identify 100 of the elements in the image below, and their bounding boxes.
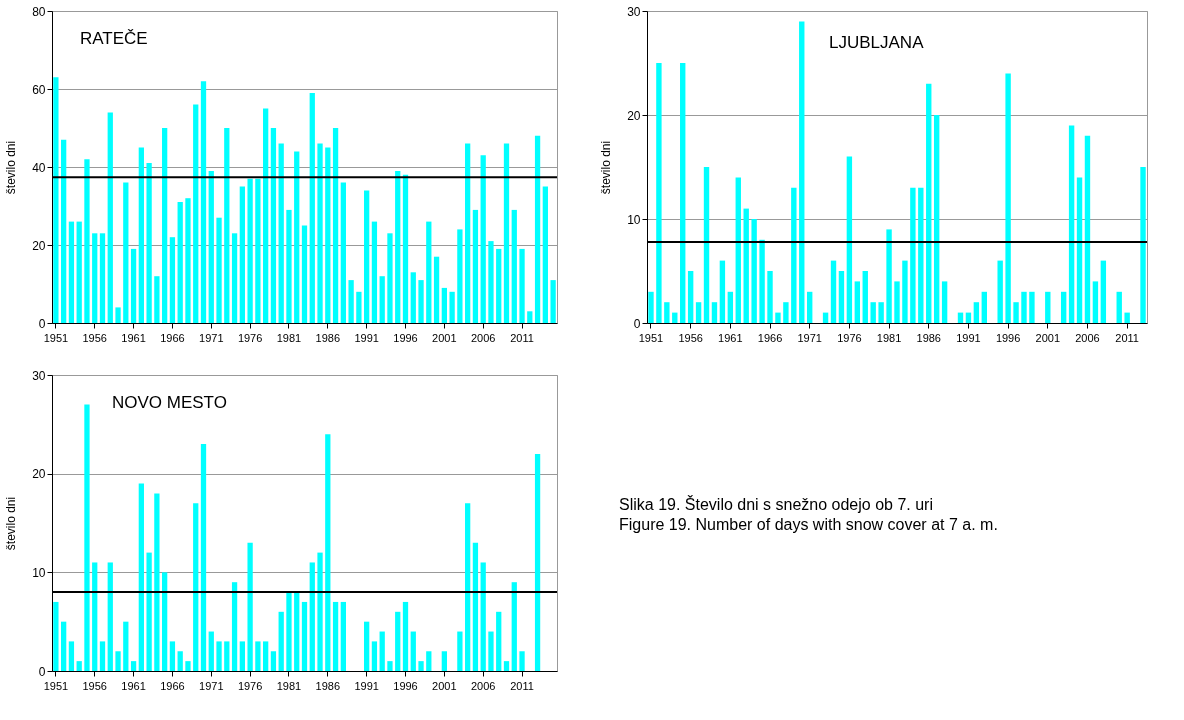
- bar: [364, 621, 370, 671]
- bar: [185, 198, 191, 323]
- bar: [488, 631, 494, 671]
- x-tick-label: 1976: [237, 331, 263, 344]
- bar: [775, 312, 781, 323]
- bar: [371, 221, 378, 323]
- bar: [169, 641, 176, 671]
- bar: [340, 601, 346, 671]
- x-tick-label: 2001: [432, 679, 457, 692]
- bar: [371, 641, 378, 671]
- bar: [84, 159, 90, 323]
- bar: [426, 651, 432, 671]
- bar: [200, 81, 207, 323]
- x-tick-label: 1951: [43, 331, 69, 344]
- bar: [441, 651, 447, 671]
- bar: [53, 77, 59, 323]
- bar: [1124, 312, 1130, 323]
- bar: [480, 155, 486, 323]
- x-tick-label: 1951: [43, 679, 69, 692]
- bar: [449, 291, 455, 323]
- bar: [99, 233, 106, 323]
- bar: [208, 631, 214, 671]
- bar: [115, 651, 121, 671]
- bar: [791, 187, 797, 323]
- bar: [664, 302, 670, 323]
- bar: [854, 281, 861, 323]
- bar: [309, 562, 315, 671]
- caption: Figure 19. Number of days with snow cover at 7 a. m.: [619, 516, 998, 533]
- x-tick-label: 2011: [510, 679, 534, 692]
- bar: [511, 209, 517, 323]
- bar: [99, 641, 106, 671]
- bar: [162, 128, 168, 323]
- bar: [457, 229, 463, 323]
- x-tick-label: 2006: [470, 679, 496, 692]
- x-tick-label: 2001: [432, 331, 457, 344]
- bar: [107, 112, 113, 323]
- bar: [61, 621, 67, 671]
- bar: [107, 562, 113, 671]
- bar: [138, 483, 144, 671]
- bar: [92, 562, 98, 671]
- x-tick-label: 1981: [276, 679, 302, 692]
- bar: [61, 139, 67, 323]
- x-tick-label: 1951: [638, 331, 664, 344]
- x-tick-label: 2006: [470, 331, 496, 344]
- bar: [115, 307, 121, 323]
- x-tick-label: 1971: [199, 679, 224, 692]
- bar: [735, 177, 741, 323]
- bar: [783, 302, 789, 323]
- bar: [743, 208, 749, 323]
- bar: [441, 287, 447, 323]
- bar: [301, 601, 308, 671]
- x-tick-label: 1956: [82, 331, 107, 344]
- bar: [410, 631, 416, 671]
- bar: [534, 453, 541, 671]
- bar: [886, 229, 892, 323]
- bar: [1045, 291, 1051, 323]
- x-tick-label: 2011: [1115, 331, 1139, 344]
- bar: [332, 128, 339, 323]
- bar: [1013, 302, 1019, 323]
- bar: [1029, 291, 1035, 323]
- bar: [270, 128, 277, 323]
- bar: [719, 260, 726, 323]
- bar: [1060, 291, 1067, 323]
- y-tick-label: 20: [32, 238, 46, 253]
- y-axis-title: število dni: [599, 140, 614, 195]
- y-axis-title: število dni: [4, 140, 19, 195]
- bar: [656, 63, 662, 323]
- bar: [255, 178, 261, 323]
- bar: [503, 661, 510, 671]
- bar: [1116, 291, 1122, 323]
- x-tick-label: 2006: [1075, 331, 1100, 344]
- bar: [918, 187, 924, 323]
- bar: [933, 115, 940, 323]
- bar: [410, 272, 416, 323]
- bar: [193, 503, 199, 671]
- bar: [902, 260, 908, 323]
- y-tick-label: 0: [633, 316, 641, 331]
- x-tick-label: 1986: [315, 679, 341, 692]
- bar: [68, 641, 75, 671]
- bar: [846, 156, 853, 323]
- bar: [1100, 260, 1107, 323]
- bar: [910, 187, 916, 323]
- x-tick-label: 1976: [837, 331, 862, 344]
- x-tick-label: 1981: [276, 331, 302, 344]
- bar: [496, 611, 502, 671]
- bar: [519, 651, 525, 671]
- bar: [224, 128, 230, 323]
- x-tick-label: 1956: [82, 679, 107, 692]
- bar: [286, 209, 292, 323]
- bar: [488, 241, 494, 323]
- y-tick-label: 30: [627, 4, 641, 19]
- bar: [1076, 177, 1083, 323]
- text: Slika 19. Število dni s snežno odejo ob 7. uri: [619, 495, 933, 513]
- bar: [286, 592, 292, 671]
- x-tick-label: 1986: [315, 331, 341, 344]
- x-tick-label: 1956: [678, 331, 703, 344]
- x-tick-label: 2011: [510, 331, 534, 344]
- bar: [878, 302, 884, 323]
- bar: [379, 631, 385, 671]
- bar: [402, 601, 409, 671]
